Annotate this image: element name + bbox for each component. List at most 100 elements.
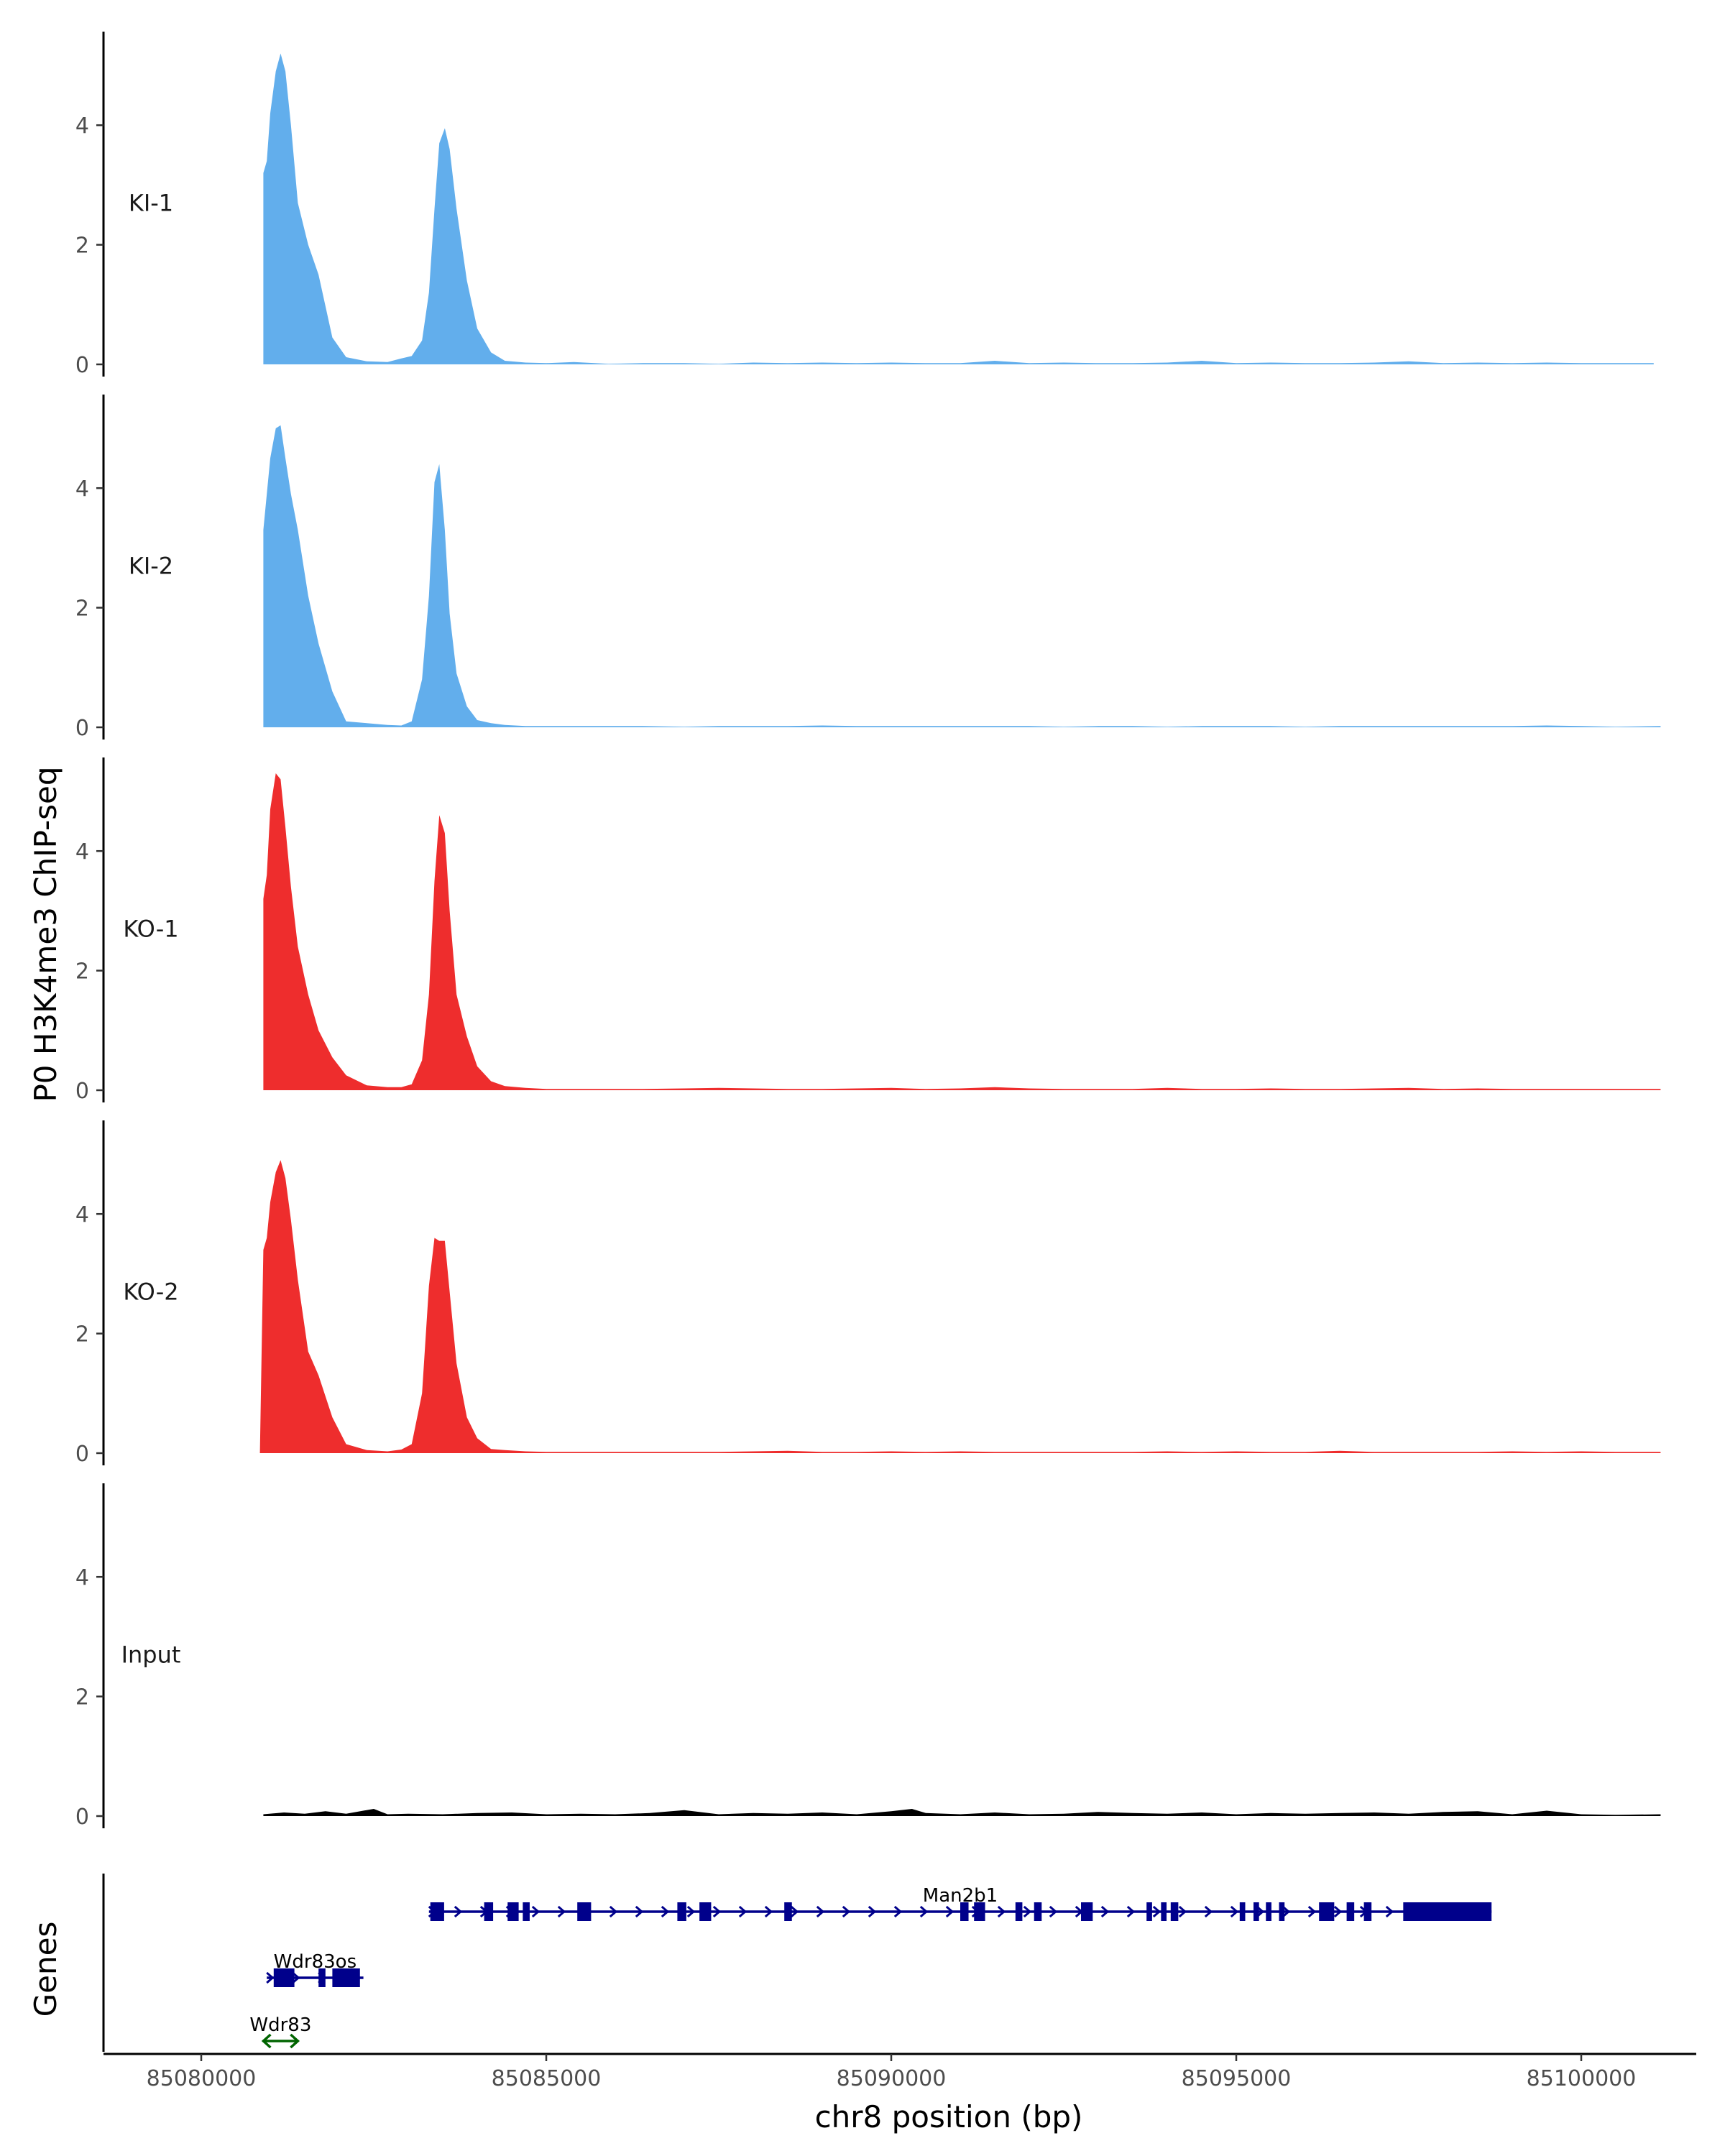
x-axis: 85080000 85085000 85090000 85095000 85100000 bbox=[104, 2053, 1696, 2091]
exon bbox=[1346, 1902, 1355, 1921]
strand-chevron bbox=[1100, 1905, 1110, 1918]
x-tick-label: 85080000 bbox=[147, 2066, 257, 2091]
track-ko-1: 0 2 4 KO-1 bbox=[75, 757, 1661, 1104]
y-tick-label: 0 bbox=[75, 1442, 89, 1467]
signal-tracks: 0 2 4 KI-1 0 2 4 KI-2 0 2 4 KO-1 0 2 4 KO-2 0 2 4 Input bbox=[75, 32, 1661, 1830]
strand-chevron bbox=[816, 1905, 825, 1918]
y-tick-label: 0 bbox=[75, 353, 89, 378]
strand-chevron bbox=[893, 1905, 903, 1918]
strand-chevron bbox=[557, 1905, 566, 1918]
gene-label-man2b1: Man2b1 bbox=[923, 1885, 998, 1907]
gene-label-wdr83os: Wdr83os bbox=[274, 1951, 356, 1973]
strand-chevron bbox=[1152, 1905, 1162, 1918]
exon bbox=[974, 1902, 985, 1921]
genes-axis-title: Genes bbox=[28, 1922, 63, 2017]
strand-chevron bbox=[1178, 1905, 1187, 1918]
exon bbox=[1363, 1902, 1372, 1921]
y-tick-label: 2 bbox=[75, 959, 89, 985]
strand-chevron bbox=[686, 1905, 696, 1918]
exon bbox=[1034, 1902, 1042, 1921]
exon bbox=[699, 1902, 712, 1921]
exon bbox=[1239, 1902, 1246, 1921]
y-tick-label: 4 bbox=[75, 1565, 89, 1590]
exon bbox=[273, 1968, 295, 1987]
track-input: 0 2 4 Input bbox=[75, 1483, 1661, 1830]
strand-chevron bbox=[842, 1905, 851, 1918]
exon bbox=[484, 1902, 494, 1921]
strand-chevron bbox=[1230, 1905, 1239, 1918]
y-tick-label: 0 bbox=[75, 1805, 89, 1830]
track-label-ki-2: KI-2 bbox=[129, 552, 173, 579]
strand-chevron bbox=[790, 1905, 799, 1918]
exon bbox=[1161, 1902, 1167, 1921]
exon bbox=[1266, 1902, 1271, 1921]
gene-track: Man2b1 Wdr83os Wdr83 bbox=[102, 1874, 1492, 2052]
exon bbox=[677, 1902, 686, 1921]
exon bbox=[523, 1902, 530, 1921]
strand-chevron bbox=[609, 1905, 618, 1918]
strand-chevron bbox=[1049, 1905, 1058, 1918]
exon bbox=[318, 1968, 326, 1987]
gene-man2b1: Man2b1 bbox=[428, 1885, 1492, 1921]
strand-chevron bbox=[1282, 1905, 1291, 1918]
strand-chevron bbox=[868, 1905, 877, 1918]
x-axis-title: chr8 position (bp) bbox=[815, 2099, 1083, 2134]
strand-chevron bbox=[531, 1905, 540, 1918]
track-ki-1: 0 2 4 KI-1 bbox=[75, 32, 1654, 378]
x-tick-label: 85090000 bbox=[837, 2066, 947, 2091]
exon bbox=[1254, 1902, 1259, 1921]
exon bbox=[1015, 1902, 1023, 1921]
track-ki-2: 0 2 4 KI-2 bbox=[75, 395, 1661, 741]
track-label-input: Input bbox=[121, 1641, 181, 1668]
x-tick-label: 85085000 bbox=[492, 2066, 602, 2091]
y-tick-label: 2 bbox=[75, 1322, 89, 1348]
track-label-ko-1: KO-1 bbox=[123, 915, 178, 942]
strand-chevron bbox=[1385, 1905, 1394, 1918]
strand-arrow-right bbox=[290, 2033, 300, 2049]
y-tick-label: 0 bbox=[75, 716, 89, 741]
exon bbox=[577, 1902, 592, 1921]
exon bbox=[507, 1902, 519, 1921]
strand-chevron bbox=[454, 1905, 463, 1918]
track-label-ko-2: KO-2 bbox=[123, 1278, 178, 1305]
strand-chevron bbox=[945, 1905, 954, 1918]
strand-chevron bbox=[712, 1905, 722, 1918]
strand-chevron bbox=[292, 1971, 300, 1984]
x-tick-label: 85100000 bbox=[1527, 2066, 1637, 2091]
strand-chevron bbox=[635, 1905, 644, 1918]
exon bbox=[1081, 1902, 1093, 1921]
strand-chevron bbox=[919, 1905, 929, 1918]
strand-arrow-left bbox=[261, 2033, 272, 2049]
exon bbox=[960, 1902, 969, 1921]
y-axis-title: P0 H3K4me3 ChIP-seq bbox=[28, 766, 63, 1102]
exon bbox=[1403, 1902, 1492, 1921]
strand-chevron bbox=[764, 1905, 773, 1918]
strand-chevron bbox=[997, 1905, 1006, 1918]
exon bbox=[784, 1902, 792, 1921]
y-tick-label: 2 bbox=[75, 1685, 89, 1710]
strand-chevron bbox=[1307, 1905, 1317, 1918]
gene-wdr83: Wdr83 bbox=[249, 2014, 311, 2049]
strand-chevron bbox=[738, 1905, 748, 1918]
exon bbox=[1319, 1902, 1335, 1921]
signal-area-ko-2 bbox=[259, 1160, 1661, 1453]
y-tick-label: 2 bbox=[75, 234, 89, 259]
y-tick-label: 4 bbox=[75, 1202, 89, 1227]
strand-chevron bbox=[1126, 1905, 1136, 1918]
strand-chevron bbox=[1333, 1905, 1343, 1918]
signal-area-input bbox=[263, 1809, 1661, 1816]
gene-wdr83os: Wdr83os bbox=[266, 1951, 364, 1987]
y-tick-label: 4 bbox=[75, 114, 89, 139]
strand-chevron bbox=[1204, 1905, 1213, 1918]
exon bbox=[1279, 1902, 1285, 1921]
y-tick-label: 0 bbox=[75, 1079, 89, 1104]
signal-area-ko-1 bbox=[263, 773, 1661, 1090]
signal-area-ki-2 bbox=[263, 425, 1661, 727]
y-tick-label: 2 bbox=[75, 596, 89, 622]
signal-area-ki-1 bbox=[263, 53, 1654, 365]
strand-chevron bbox=[1023, 1905, 1032, 1918]
y-tick-label: 4 bbox=[75, 839, 89, 865]
x-tick-label: 85095000 bbox=[1182, 2066, 1292, 2091]
y-tick-label: 4 bbox=[75, 476, 89, 502]
